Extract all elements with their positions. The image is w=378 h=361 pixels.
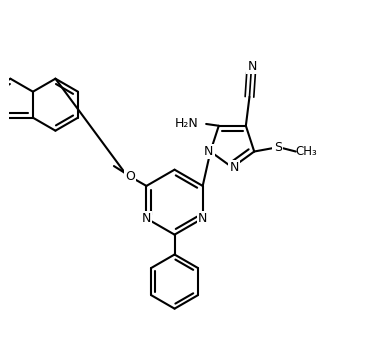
- Text: S: S: [274, 142, 282, 155]
- Text: H₂N: H₂N: [175, 117, 199, 130]
- Text: N: N: [198, 212, 208, 225]
- Text: N: N: [204, 145, 213, 158]
- Text: N: N: [248, 60, 257, 73]
- Text: CH₃: CH₃: [296, 145, 318, 158]
- Text: O: O: [125, 170, 135, 183]
- Text: N: N: [229, 161, 239, 174]
- Text: N: N: [142, 212, 151, 225]
